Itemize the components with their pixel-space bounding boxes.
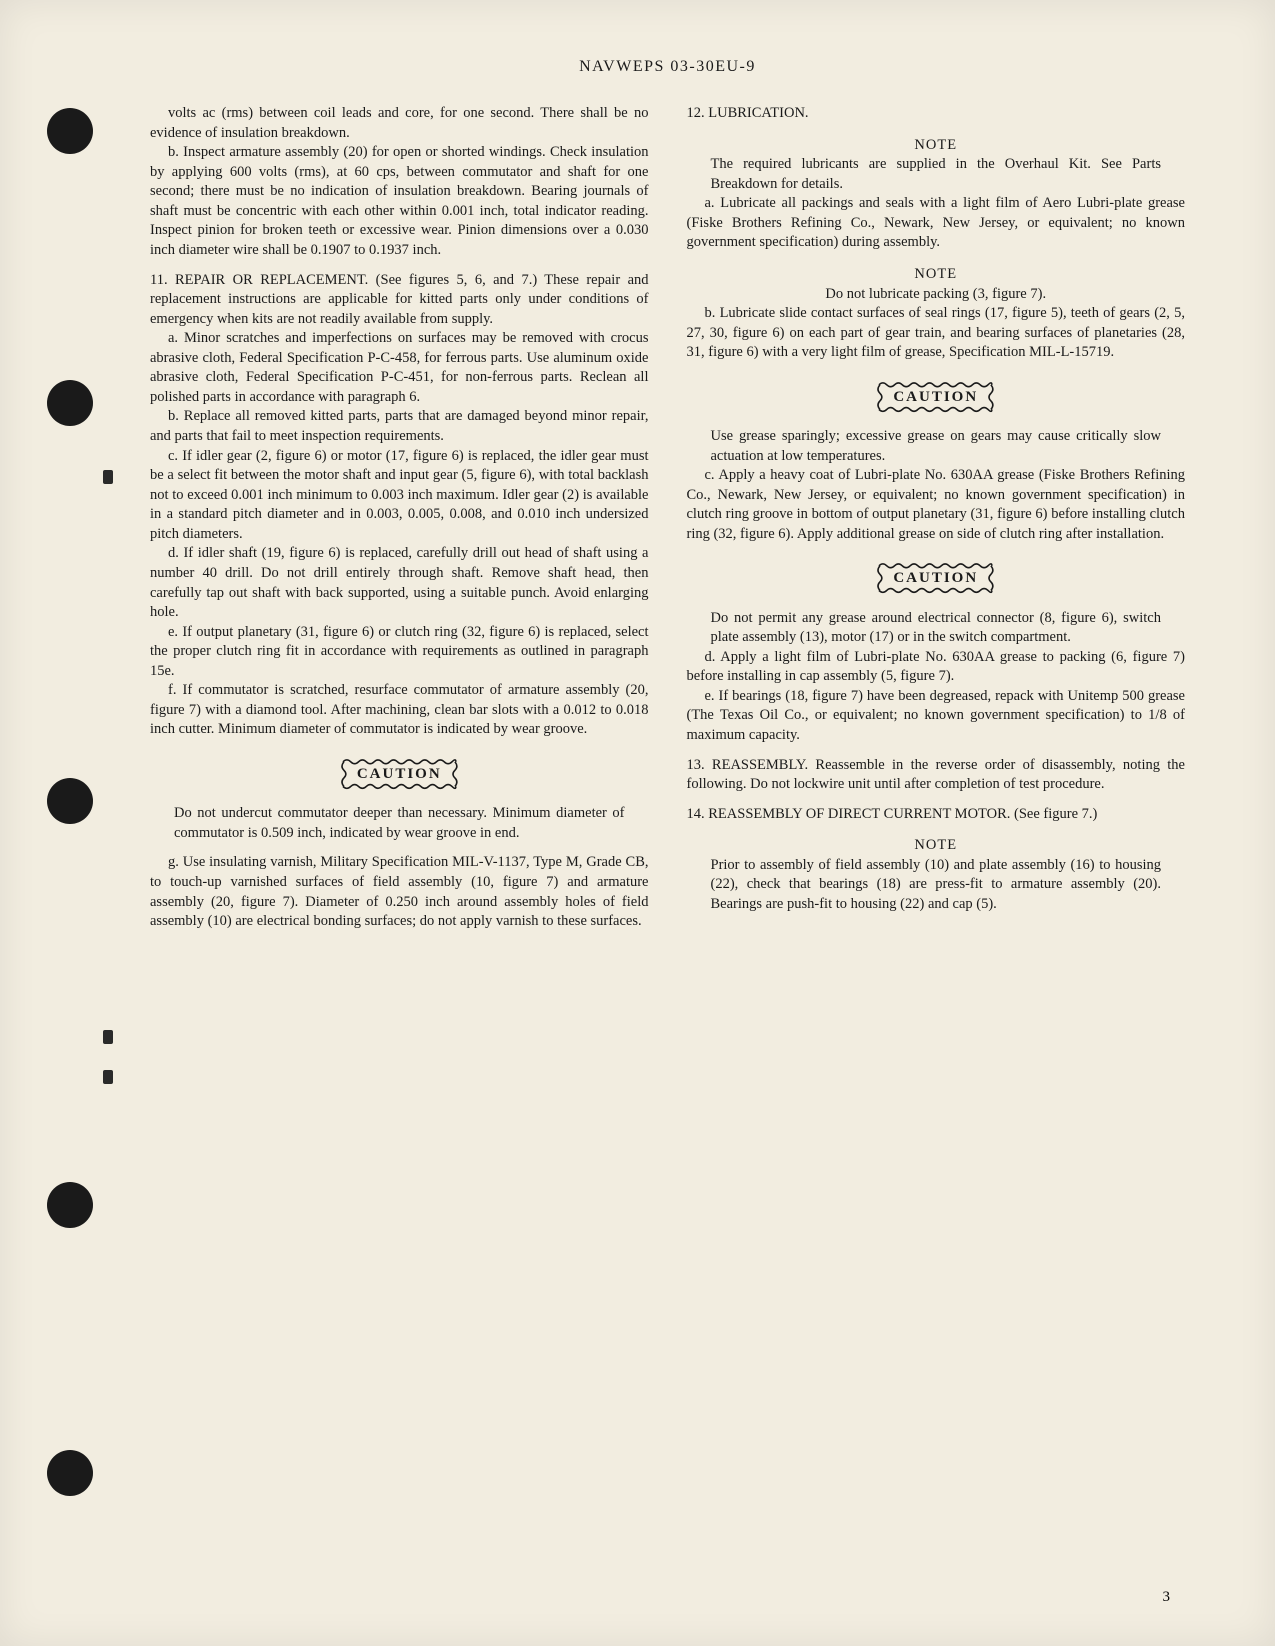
caution-label-text: CAUTION: [893, 389, 978, 405]
caution-callout: CAUTION: [687, 381, 1186, 413]
binder-holes: [45, 0, 95, 1646]
caution-label: CAUTION: [877, 562, 994, 594]
punch-hole-icon: [47, 108, 93, 154]
mark-icon: [103, 1070, 113, 1084]
section-heading: 11. REPAIR OR REPLACEMENT. (See figures …: [150, 271, 649, 330]
document-page: NAVWEPS 03-30EU-9 volts ac (rms) between…: [0, 0, 1275, 1646]
note-label: NOTE: [687, 836, 1186, 856]
note-label: NOTE: [687, 136, 1186, 156]
body-text: d. If idler shaft (19, figure 6) is repl…: [150, 544, 649, 622]
two-column-layout: volts ac (rms) between coil leads and co…: [150, 104, 1185, 932]
punch-hole-icon: [47, 1182, 93, 1228]
section-heading: 13. REASSEMBLY. Reassemble in the revers…: [687, 756, 1186, 795]
body-text: g. Use insulating varnish, Military Spec…: [150, 853, 649, 931]
body-text: c. If idler gear (2, figure 6) or motor …: [150, 447, 649, 545]
left-column: volts ac (rms) between coil leads and co…: [150, 104, 649, 932]
right-column: 12. LUBRICATION. NOTE The required lubri…: [687, 104, 1186, 932]
punch-hole-icon: [47, 778, 93, 824]
section-heading: 14. REASSEMBLY OF DIRECT CURRENT MOTOR. …: [687, 805, 1186, 825]
body-text: d. Apply a light film of Lubri-plate No.…: [687, 648, 1186, 687]
mark-icon: [103, 470, 113, 484]
page-number: 3: [1163, 1589, 1171, 1606]
body-text: volts ac (rms) between coil leads and co…: [150, 104, 649, 143]
note-body: Do not lubricate packing (3, figure 7).: [711, 285, 1162, 305]
body-text: b. Inspect armature assembly (20) for op…: [150, 143, 649, 260]
note-label: NOTE: [687, 265, 1186, 285]
caution-body: Do not undercut commutator deeper than n…: [174, 804, 625, 843]
caution-label: CAUTION: [877, 381, 994, 413]
body-text: f. If commutator is scratched, resurface…: [150, 681, 649, 740]
punch-hole-icon: [47, 380, 93, 426]
punch-hole-icon: [47, 1450, 93, 1496]
mark-icon: [103, 1030, 113, 1044]
body-text: b. Replace all removed kitted parts, par…: [150, 407, 649, 446]
section-heading: 12. LUBRICATION.: [687, 104, 1186, 124]
document-header: NAVWEPS 03-30EU-9: [150, 58, 1185, 76]
caution-body: Do not permit any grease around electric…: [711, 609, 1162, 648]
caution-label-text: CAUTION: [357, 766, 442, 782]
body-text: e. If bearings (18, figure 7) have been …: [687, 687, 1186, 746]
body-text: e. If output planetary (31, figure 6) or…: [150, 623, 649, 682]
note-body: The required lubricants are supplied in …: [711, 155, 1162, 194]
caution-callout: CAUTION: [687, 562, 1186, 594]
body-text: c. Apply a heavy coat of Lubri-plate No.…: [687, 466, 1186, 544]
caution-body: Use grease sparingly; excessive grease o…: [711, 427, 1162, 466]
caution-callout: CAUTION: [150, 758, 649, 790]
caution-label-text: CAUTION: [893, 570, 978, 586]
note-body: Prior to assembly of field assembly (10)…: [711, 856, 1162, 915]
body-text: a. Lubricate all packings and seals with…: [687, 194, 1186, 253]
body-text: b. Lubricate slide contact surfaces of s…: [687, 304, 1186, 363]
body-text: a. Minor scratches and imperfections on …: [150, 329, 649, 407]
caution-label: CAUTION: [341, 758, 458, 790]
